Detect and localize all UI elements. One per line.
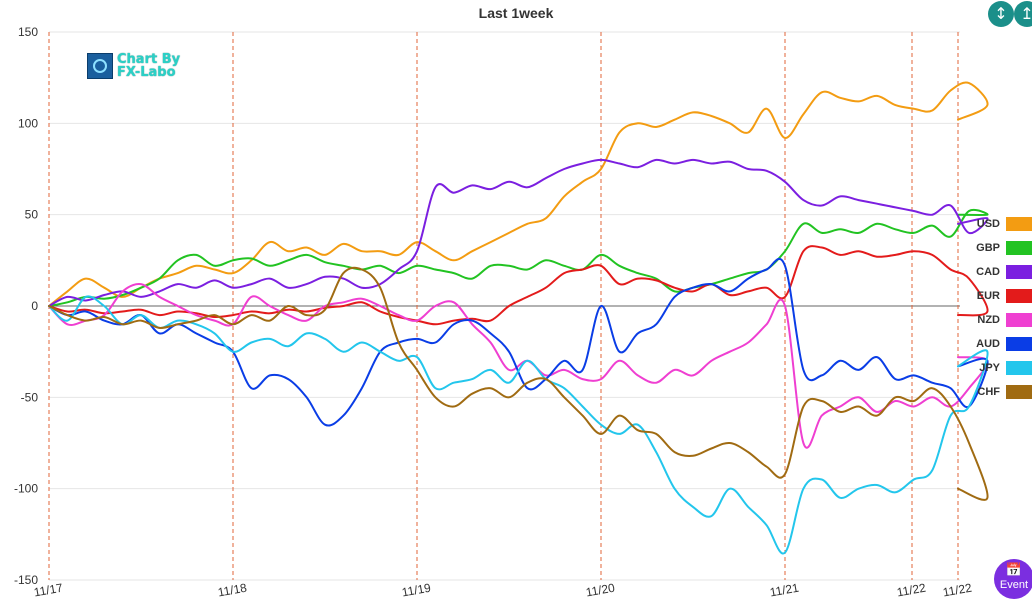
x-tick-label: 11/22 xyxy=(942,581,973,600)
legend-label: NZD xyxy=(977,314,1000,326)
series-line-nzd xyxy=(48,282,989,449)
expand-vertical-icon[interactable]: ↥ xyxy=(1014,1,1032,27)
grid-lines xyxy=(49,31,960,581)
event-button[interactable]: 📅 Event xyxy=(994,559,1032,599)
series-line-cad xyxy=(48,158,989,307)
x-tick-label: 11/22 xyxy=(896,581,927,600)
legend-item-chf[interactable]: CHF xyxy=(975,380,1032,404)
x-tick-label: 11/19 xyxy=(401,581,432,600)
y-tick-label: -150 xyxy=(14,573,38,587)
legend-label: CAD xyxy=(976,266,1000,278)
series-line-aud xyxy=(48,258,989,427)
legend-swatch xyxy=(1006,289,1032,303)
series-line-gbp xyxy=(48,208,989,307)
y-tick-label: 150 xyxy=(18,25,38,39)
logo-line2: FX-Labo xyxy=(117,65,176,80)
legend-swatch xyxy=(1006,385,1032,399)
logo-line1: Chart By xyxy=(117,52,181,67)
x-tick-label: 11/21 xyxy=(769,581,800,600)
event-button-label: Event xyxy=(999,579,1029,591)
legend-item-nzd[interactable]: NZD xyxy=(975,308,1032,332)
y-axis: 150 100 50 0 -50 -100 -150 xyxy=(14,25,38,587)
x-axis: 11/17 11/18 11/19 11/20 11/21 11/22 11/22 xyxy=(33,581,973,600)
legend-item-jpy[interactable]: JPY xyxy=(975,356,1032,380)
magnifier-chart-icon xyxy=(87,53,113,79)
series-line-chf xyxy=(48,266,989,501)
y-tick-label: 50 xyxy=(25,208,39,222)
y-tick-label: 0 xyxy=(31,299,38,313)
collapse-vertical-icon[interactable]: ↕ xyxy=(988,1,1014,27)
legend-label: USD xyxy=(976,218,1000,230)
chart-title: Last 1week xyxy=(478,5,554,21)
chart-by-fxlabo-logo: Chart By FX-Labo xyxy=(87,53,180,79)
legend-label: CHF xyxy=(977,386,1000,398)
series-line-usd xyxy=(48,81,989,307)
legend-swatch xyxy=(1006,265,1032,279)
legend-swatch xyxy=(1006,241,1032,255)
y-tick-label: -50 xyxy=(21,390,39,404)
legend-swatch xyxy=(1006,217,1032,231)
legend: USD GBP CAD EUR NZD AUD JPY CHF xyxy=(975,212,1032,404)
legend-label: EUR xyxy=(976,290,1000,302)
x-tick-label: 11/17 xyxy=(33,581,64,600)
y-tick-label: -100 xyxy=(14,482,38,496)
calendar-icon: 📅 xyxy=(1005,563,1023,578)
x-tick-label: 11/18 xyxy=(217,581,248,600)
y-tick-label: 100 xyxy=(18,116,38,130)
x-tick-label: 11/20 xyxy=(585,581,616,600)
legend-swatch xyxy=(1006,337,1032,351)
series-lines xyxy=(48,81,989,555)
legend-label: JPY xyxy=(979,362,1000,374)
legend-item-gbp[interactable]: GBP xyxy=(975,236,1032,260)
legend-label: GBP xyxy=(976,242,1000,254)
legend-swatch xyxy=(1006,313,1032,327)
legend-item-cad[interactable]: CAD xyxy=(975,260,1032,284)
series-line-jpy xyxy=(48,295,989,555)
legend-label: AUD xyxy=(976,338,1000,350)
legend-item-aud[interactable]: AUD xyxy=(975,332,1032,356)
legend-item-eur[interactable]: EUR xyxy=(975,284,1032,308)
legend-swatch xyxy=(1006,361,1032,375)
legend-item-usd[interactable]: USD xyxy=(975,212,1032,236)
